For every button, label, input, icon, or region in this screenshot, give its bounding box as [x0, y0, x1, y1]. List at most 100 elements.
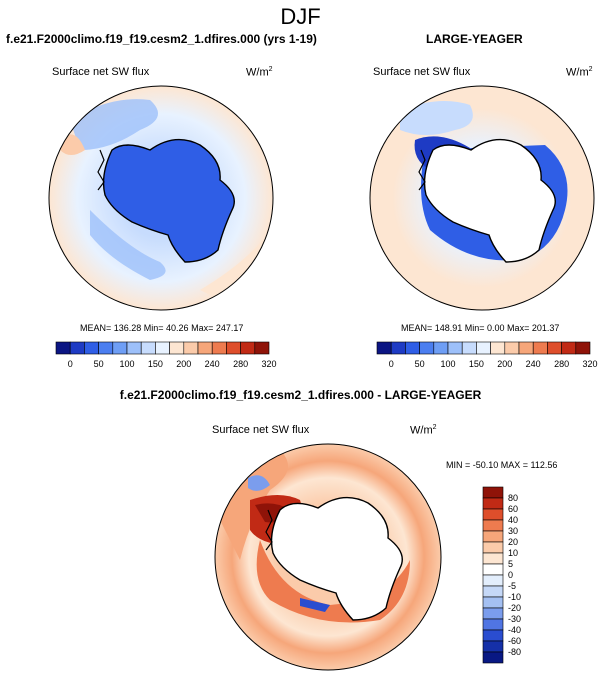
- panel2-map-border: [369, 85, 595, 311]
- panel3-colorbar-tick: -20: [508, 603, 521, 613]
- panel2-colorbar-tick: 320: [582, 359, 597, 369]
- panel2-colorbar-cell: [575, 341, 591, 355]
- panel3-colorbar-cell: [482, 651, 504, 664]
- panel1-colorbar-tick: 0: [68, 359, 73, 369]
- panel3-colorbar-tick: 60: [508, 504, 518, 514]
- panel1-colorbar-cell: [226, 341, 241, 355]
- panel2-colorbar-cell: [532, 341, 548, 355]
- panel3-antarctica: [270, 496, 403, 621]
- page-title: DJF: [280, 4, 321, 29]
- panel3-peninsula: [265, 509, 273, 551]
- panel3-colorbar-cell: [482, 585, 504, 598]
- panel3-colorbar-cell: [482, 618, 504, 631]
- panel1-colorbar-tick: 200: [176, 359, 191, 369]
- panel2-peninsula: [418, 149, 426, 191]
- panel3-colorbar-tick: -80: [508, 647, 521, 657]
- panel1-peninsula: [97, 149, 105, 191]
- panel1-title: f.e21.F2000climo.f19_f19.cesm2_1.dfires.…: [6, 32, 317, 46]
- panel3-colorbar-cell: [482, 574, 504, 587]
- panel2-colorbar-cell: [419, 341, 435, 355]
- panel2-colorbar-cell: [447, 341, 463, 355]
- panel3-colorbar-cell: [482, 552, 504, 565]
- panel3-colorbar-cell: [482, 607, 504, 620]
- panel2-colorbar-tick: 0: [389, 359, 394, 369]
- panel3-colorbar-tick: 0: [508, 570, 513, 580]
- panel1-colorbar-cell: [155, 341, 170, 355]
- panel3-colorbar-cell: [482, 563, 504, 576]
- panel2-title: LARGE-YEAGER: [426, 32, 523, 46]
- panel2-colorbar-cell: [490, 341, 506, 355]
- panel3-colorbar-tick: -5: [508, 581, 516, 591]
- panel2-stats: MEAN= 148.91 Min= 0.00 Max= 201.37: [401, 323, 560, 333]
- panel1-colorbar-cell: [98, 341, 114, 355]
- panel2-colorbar-cell: [405, 341, 420, 355]
- panel2-colorbar-cell: [390, 341, 406, 355]
- panel3-colorbar-cell: [482, 530, 504, 543]
- panel1-field-patch: [60, 134, 85, 155]
- panel1-variable: Surface net SW flux: [52, 66, 150, 78]
- panel3-colorbar-tick: 10: [508, 548, 518, 558]
- panel3-colorbar-cell: [482, 508, 504, 521]
- panel1-colorbar-cell: [169, 341, 185, 355]
- panel1-colorbar-tick: 320: [261, 359, 276, 369]
- panel2-colorbar-cell: [561, 341, 577, 355]
- panel3-colorbar-cell: [482, 640, 504, 653]
- panel1-colorbar-tick: 240: [205, 359, 220, 369]
- panel1-colorbar-cell: [69, 341, 85, 355]
- panel3-colorbar-tick: -30: [508, 614, 521, 624]
- panel3-colorbar-tick: 5: [508, 559, 513, 569]
- panel2-colorbar-cell: [518, 341, 534, 355]
- panel2-colorbar-cell: [476, 341, 491, 355]
- panel3-variable: Surface net SW flux: [212, 424, 310, 436]
- panel1-colorbar-cell: [55, 341, 71, 355]
- panel1-antarctica: [102, 138, 235, 263]
- panel3-map-border: [214, 443, 442, 671]
- panel2-colorbar-tick: 50: [415, 359, 425, 369]
- panel2-map: [370, 86, 594, 310]
- panel2-colorbar-cell: [461, 341, 477, 355]
- panel2-antarctica: [423, 138, 556, 263]
- panel3-colorbar-cell: [482, 541, 504, 554]
- panel2-field-patch: [400, 101, 473, 135]
- panel3-stats: MIN = -50.10 MAX = 112.56: [446, 460, 558, 470]
- panel3-colorbar-tick: -60: [508, 636, 521, 646]
- panel1-map: [49, 86, 273, 310]
- panel2-units: W/m2: [566, 66, 593, 79]
- panel3-colorbar-cell: [482, 497, 504, 510]
- panel1-field-patch: [70, 99, 158, 150]
- panel1-stats: MEAN= 136.28 Min= 40.26 Max= 247.17: [80, 323, 244, 333]
- panel3-colorbar-tick: 40: [508, 515, 518, 525]
- panel2-colorbar-tick: 150: [469, 359, 484, 369]
- panel1-colorbar-cell: [126, 341, 142, 355]
- panel3-field-patch: [300, 598, 330, 612]
- panel2-colorbar: 0 50 100 150 200 240 280 320: [376, 341, 598, 369]
- panel1-units: W/m2: [246, 66, 273, 79]
- panel2-colorbar-cell: [433, 341, 449, 355]
- panel2-colorbar-tick: 100: [440, 359, 455, 369]
- panel3-colorbar-cell: [482, 519, 504, 532]
- panel1-colorbar-tick: 50: [94, 359, 104, 369]
- panel1-colorbar-cell: [211, 341, 227, 355]
- panel2-colorbar-cell: [504, 341, 520, 355]
- panel3-units: W/m2: [410, 424, 437, 437]
- panel1-colorbar-tick: 100: [119, 359, 134, 369]
- panel2-colorbar-tick: 280: [554, 359, 569, 369]
- panel1-colorbar-cell: [84, 341, 99, 355]
- panel3-colorbar-tick: -10: [508, 592, 521, 602]
- panel1-colorbar-cell: [183, 341, 199, 355]
- panel1-field-patch: [90, 210, 166, 280]
- panel3-map: [215, 444, 441, 670]
- panel1-colorbar: 0 50 100 150 200 240 280 320: [55, 341, 277, 369]
- panel2-colorbar-cell: [376, 341, 392, 355]
- panel3-colorbar-tick: 20: [508, 537, 518, 547]
- panel3-colorbar-tick: 80: [508, 493, 518, 503]
- panel1-colorbar-cell: [254, 341, 270, 355]
- panel2-colorbar-tick: 200: [497, 359, 512, 369]
- panel3-field-patch: [248, 475, 270, 491]
- panel2-colorbar-cell: [547, 341, 562, 355]
- panel1-colorbar-cell: [112, 341, 128, 355]
- panel1-colorbar-cell: [140, 341, 156, 355]
- panel1-map-border: [48, 85, 274, 311]
